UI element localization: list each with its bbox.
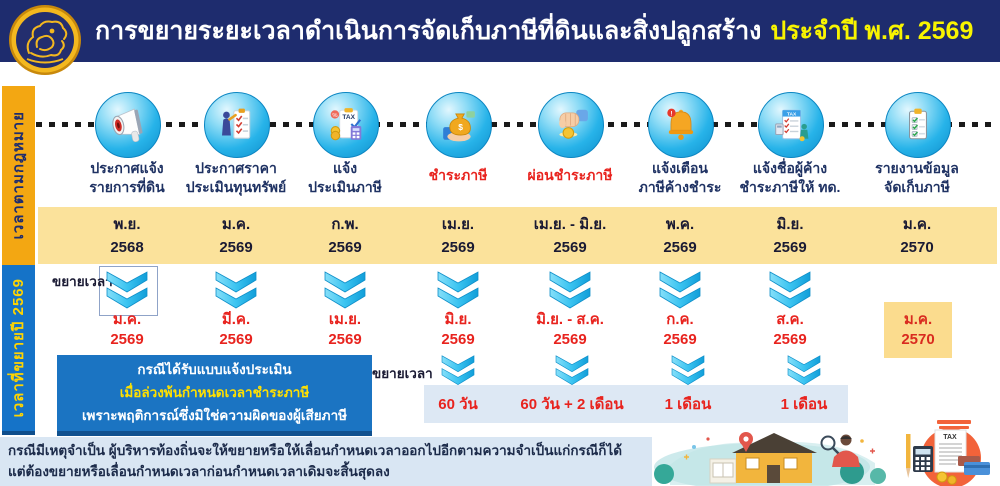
svg-text:!: ! xyxy=(670,111,672,118)
info-box: กรณีได้รับแบบแจ้งประเมิน เมื่อล่วงพ้นกำห… xyxy=(57,355,372,436)
pay-coin-icon xyxy=(559,109,588,139)
legal-date-7: มิ.ย. 2569 xyxy=(773,216,807,256)
duration-band xyxy=(424,385,848,423)
step-label-8: รายงานข้อมูล จัดเก็บภาษี xyxy=(875,160,959,195)
chevron-down-icon xyxy=(769,271,811,309)
extended-date-2: มี.ค. 2569 xyxy=(219,311,253,348)
chevron-down-icon xyxy=(441,355,475,385)
info-box-line2: เมื่อล่วงพ้นกำหนดเวลาชำระภาษี xyxy=(119,385,310,400)
page-title-year: ประจำปี พ.ศ. 2569 xyxy=(770,17,974,45)
chevron-down-icon xyxy=(549,271,591,309)
step-label-7: แจ้งชื่อผู้ค้าง ชำระภาษีให้ ทด. xyxy=(739,160,841,195)
info-box-line3: เพราะพฤติการณ์ซึ่งมิใช่ความผิดของผู้เสีย… xyxy=(81,408,348,423)
extension-row2-label: ขยายเวลา xyxy=(372,366,433,381)
legal-date-6: พ.ค. 2569 xyxy=(663,216,697,256)
extended-date-6: ก.ค. 2569 xyxy=(663,311,697,348)
svg-text:%: % xyxy=(332,113,337,119)
page-title: การขยายระยะเวลาดำเนินการจัดเก็บภาษีที่ดิ… xyxy=(95,0,973,62)
megaphone-icon xyxy=(112,108,143,143)
legal-date-8: ม.ค. 2570 xyxy=(900,216,934,256)
chevron-down-icon xyxy=(324,271,366,309)
footer-note: กรณีมีเหตุจำเป็น ผู้บริหารท้องถิ่นจะให้ข… xyxy=(8,440,648,482)
chevron-down-icon xyxy=(555,355,589,385)
step-circle-2 xyxy=(204,92,270,158)
footer-band xyxy=(0,437,652,486)
sidebar-extended-label: เวลาที่ขยายปี 2569 xyxy=(9,278,27,418)
moneybag-hand-icon: $ xyxy=(443,111,475,142)
step-label-5: ผ่อนชำระภาษี xyxy=(527,167,613,183)
legal-date-4: เม.ย. 2569 xyxy=(441,216,475,256)
report-checklist-icon xyxy=(909,108,927,140)
step-circle-7: TAX xyxy=(758,92,824,158)
step-circle-3: TAX % xyxy=(313,92,379,158)
step-circle-5 xyxy=(538,92,604,158)
selection-box xyxy=(99,266,158,316)
legal-date-2: ม.ค. 2569 xyxy=(219,216,253,256)
tax-assessment-icon: TAX % xyxy=(330,108,362,141)
step-label-1: ประกาศแจ้ง รายการที่ดิน xyxy=(89,160,165,195)
extended-date-7: ส.ค. 2569 xyxy=(773,311,807,348)
duration-3: 1 เดือน xyxy=(664,396,712,413)
chevron-down-icon xyxy=(106,271,148,309)
step-circle-6: ! xyxy=(648,92,714,158)
footer-note-line1: กรณีมีเหตุจำเป็น ผู้บริหารท้องถิ่นจะให้ข… xyxy=(8,443,623,458)
sidebar-extended-time: เวลาที่ขยายปี 2569 xyxy=(2,265,35,435)
chevron-down-icon xyxy=(659,271,701,309)
footer-note-line2: แต่ต้องขยายหรือเลื่อนกำหนดเวลาก่อนกำหนดเ… xyxy=(8,464,390,479)
chevron-down-icon xyxy=(215,271,257,309)
chevron-down-icon xyxy=(787,355,821,385)
step-label-3: แจ้ง ประเมินภาษี xyxy=(308,160,382,195)
chevron-down-icon xyxy=(437,271,479,309)
person-checklist-icon xyxy=(222,108,251,139)
house-survey-illustration xyxy=(654,432,886,486)
duration-4: 1 เดือน xyxy=(780,396,828,413)
legal-date-1: พ.ย. 2568 xyxy=(110,216,144,256)
extended-date-3: เม.ย. 2569 xyxy=(328,311,362,348)
svg-text:TAX: TAX xyxy=(342,114,355,121)
extended-date-4: มิ.ย. 2569 xyxy=(441,311,475,348)
chevron-down-icon xyxy=(671,355,705,385)
extension-row1-label: ขยายเวลา xyxy=(52,274,113,289)
extended-date-8-highlight: ม.ค. 2570 xyxy=(884,302,952,358)
sidebar-legal-time: เวลาตามกฎหมาย xyxy=(2,86,35,265)
extended-date-5: มิ.ย. - ส.ค. 2569 xyxy=(536,311,604,348)
step-circle-8 xyxy=(885,92,951,158)
alert-bell-icon: ! xyxy=(667,108,694,140)
svg-text:TAX: TAX xyxy=(787,111,797,117)
header-bar xyxy=(0,0,1000,62)
step-circle-4: $ xyxy=(426,92,492,158)
info-box-line1: กรณีได้รับแบบแจ้งประเมิน xyxy=(137,362,292,377)
legal-date-5: เม.ย. - มิ.ย. 2569 xyxy=(533,216,607,256)
extended-date-1: ม.ค. 2569 xyxy=(110,311,144,348)
timeline-dotted-line xyxy=(36,122,998,127)
tax-documents-illustration: TAX xyxy=(906,420,990,486)
legal-date-3: ก.พ. 2569 xyxy=(328,216,362,256)
page-title-main: การขยายระยะเวลาดำเนินการจัดเก็บภาษีที่ดิ… xyxy=(95,17,762,45)
step-label-2: ประกาศราคา ประเมินทุนทรัพย์ xyxy=(185,160,287,195)
department-emblem-logo xyxy=(9,5,81,75)
step-circle-1 xyxy=(95,92,161,158)
duration-2: 60 วัน + 2 เดือน xyxy=(520,396,624,413)
sidebar-legal-label: เวลาตามกฎหมาย xyxy=(9,111,27,240)
legal-dates-band xyxy=(38,207,997,264)
step-label-6: แจ้งเตือน ภาษีค้างชำระ xyxy=(638,160,722,195)
svg-text:TAX: TAX xyxy=(943,434,957,441)
duration-1: 60 วัน xyxy=(438,396,478,413)
tax-debtor-list-icon: TAX xyxy=(775,109,809,142)
step-label-4: ชำระภาษี xyxy=(428,167,488,183)
svg-text:$: $ xyxy=(458,122,463,132)
